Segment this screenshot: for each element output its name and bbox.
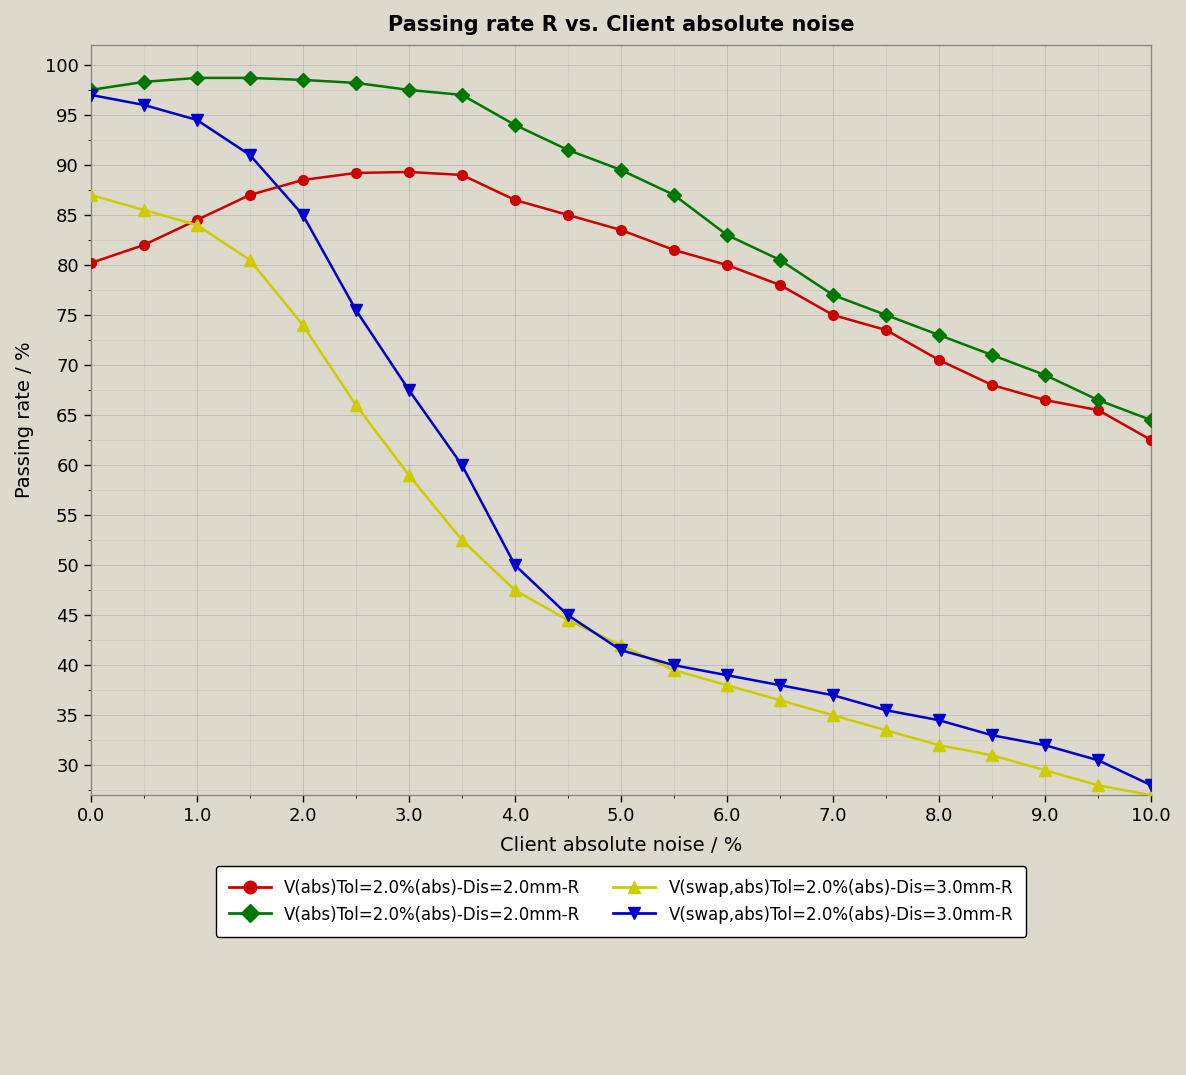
X-axis label: Client absolute noise / %: Client absolute noise / %	[499, 836, 742, 856]
Title: Passing rate R vs. Client absolute noise: Passing rate R vs. Client absolute noise	[388, 15, 854, 35]
Legend: V(abs)Tol=2.0%(abs)-Dis=2.0mm-R, V(abs)Tol=2.0%(abs)-Dis=2.0mm-R, V(swap,abs)Tol: V(abs)Tol=2.0%(abs)-Dis=2.0mm-R, V(abs)T…	[216, 866, 1026, 937]
Y-axis label: Passing rate / %: Passing rate / %	[15, 342, 34, 499]
